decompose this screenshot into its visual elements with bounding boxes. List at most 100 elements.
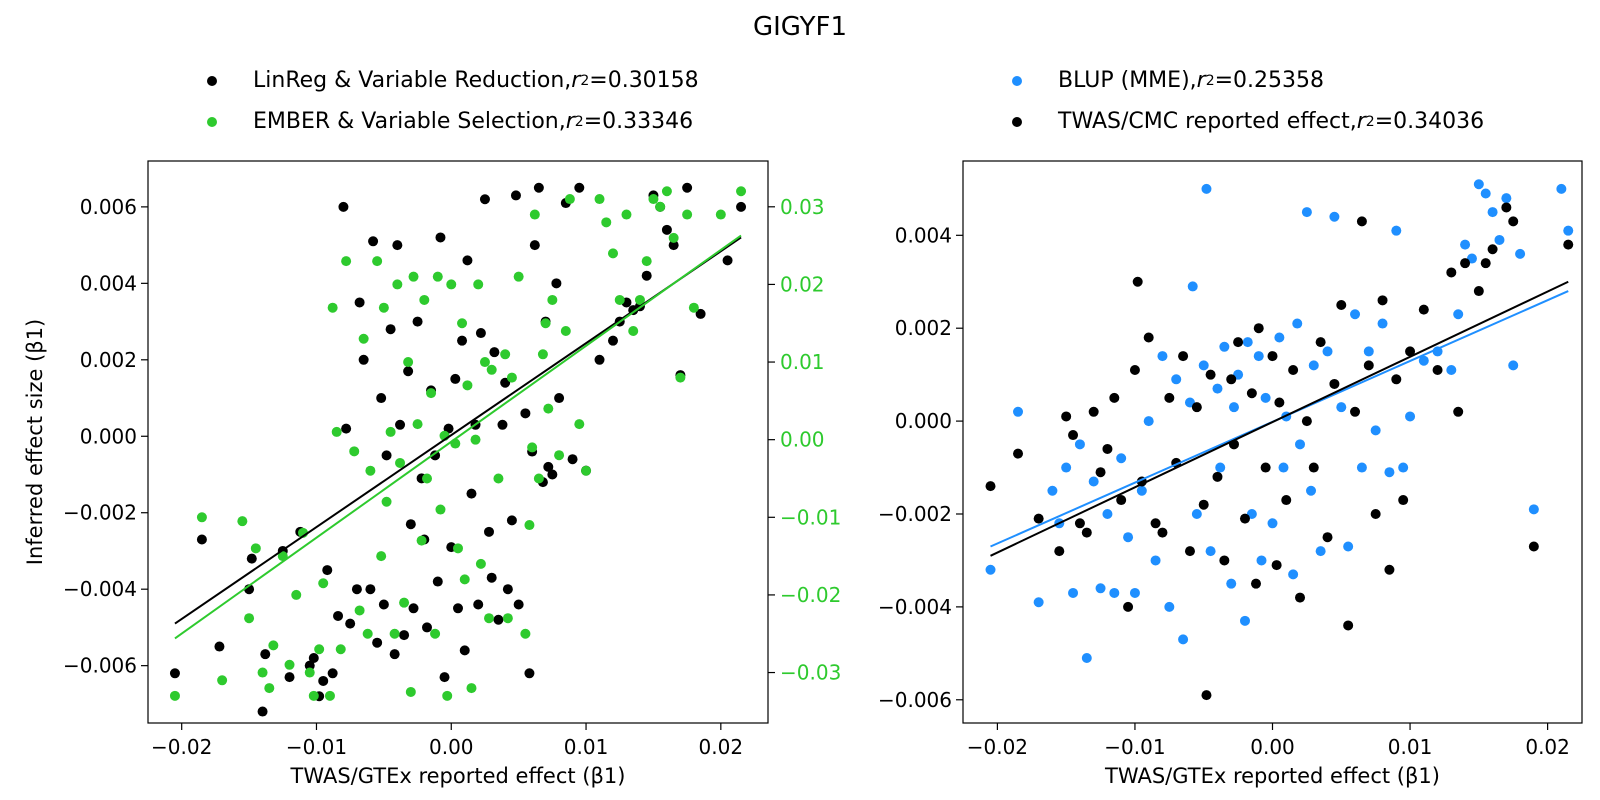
data-point — [567, 454, 578, 465]
data-point — [601, 217, 612, 228]
data-point — [459, 574, 470, 585]
data-point — [475, 558, 486, 569]
data-point — [1405, 346, 1416, 357]
y-tick-label: −0.002 — [878, 502, 952, 526]
data-point — [1418, 304, 1429, 315]
data-point — [655, 201, 666, 212]
data-point — [1363, 346, 1374, 357]
data-point — [574, 419, 585, 430]
data-point — [473, 599, 484, 610]
data-point — [985, 564, 996, 575]
data-point — [1274, 332, 1285, 343]
data-point — [1281, 495, 1292, 506]
data-point — [1068, 430, 1079, 441]
data-point — [351, 584, 362, 595]
legend-label-ember: EMBER & Variable Selection, — [253, 109, 566, 134]
data-point — [1129, 365, 1140, 376]
data-point — [1473, 179, 1484, 190]
data-point — [1219, 555, 1230, 566]
data-point — [1487, 207, 1498, 218]
data-point — [362, 628, 373, 639]
data-point — [1398, 495, 1409, 506]
data-point — [308, 690, 319, 701]
data-point — [392, 279, 403, 290]
data-point — [1260, 392, 1271, 403]
data-point — [378, 302, 389, 313]
series-ember-variable-selection — [169, 186, 747, 701]
data-point — [1054, 546, 1065, 557]
data-point — [661, 224, 672, 235]
data-point — [502, 613, 513, 624]
data-point — [1047, 485, 1058, 496]
y-right-tick-label: −0.01 — [780, 505, 841, 529]
data-point — [327, 302, 338, 313]
data-point — [1418, 355, 1429, 366]
data-point — [244, 613, 255, 624]
data-point — [214, 641, 225, 652]
data-point — [1308, 462, 1319, 473]
x-axis-label: TWAS/GTEx reported effect (β1) — [290, 764, 626, 788]
data-point — [1267, 518, 1278, 529]
x-tick-label: −0.02 — [151, 735, 212, 759]
data-point — [439, 672, 450, 683]
data-point — [1322, 346, 1333, 357]
data-point — [1329, 378, 1340, 389]
data-point — [1343, 541, 1354, 552]
data-point — [304, 667, 315, 678]
panel-1: −0.02 −0.01 0.00 0.01 0.02 −0.006 −0.004 −0.002… — [23, 160, 841, 788]
legend-left: LinReg & Variable Reduction, r 2 =0.30158 … — [205, 60, 699, 142]
data-point — [1164, 601, 1175, 612]
data-point — [1226, 374, 1237, 385]
data-point — [486, 572, 497, 583]
r2-symbol: r — [571, 68, 581, 93]
y-tick-label: 0.002 — [80, 348, 137, 372]
data-point — [1288, 569, 1299, 580]
y-right-tick-label: −0.02 — [780, 583, 841, 607]
data-point — [1116, 453, 1127, 464]
data-point — [1116, 495, 1127, 506]
data-point — [1295, 592, 1306, 603]
data-point — [1356, 462, 1367, 473]
data-point — [392, 240, 403, 251]
legend-item-linreg: LinReg & Variable Reduction, r 2 =0.30158 — [205, 60, 699, 101]
data-point — [554, 393, 565, 404]
data-point — [399, 630, 410, 641]
data-point — [1191, 402, 1202, 413]
data-point — [1250, 578, 1261, 589]
plot-frame — [962, 160, 1583, 724]
data-point — [564, 194, 575, 205]
data-point — [389, 628, 400, 639]
y-axis-label: Inferred effect size (β1) — [23, 319, 47, 565]
data-point — [675, 372, 686, 383]
data-point — [284, 659, 295, 670]
data-point — [196, 534, 207, 545]
data-point — [432, 576, 443, 587]
data-point — [381, 496, 392, 507]
data-point — [1205, 546, 1216, 557]
data-point — [506, 372, 517, 383]
data-point — [547, 294, 558, 305]
data-point — [1143, 416, 1154, 427]
data-point — [284, 672, 295, 683]
data-point — [260, 649, 271, 660]
data-point — [641, 270, 652, 281]
data-point — [484, 613, 494, 624]
data-point — [1171, 374, 1182, 385]
data-point — [1212, 471, 1223, 482]
r2-superscript: 2 — [1365, 113, 1375, 130]
data-point — [250, 543, 261, 554]
y-right-tick-label: 0.01 — [780, 350, 825, 374]
data-point — [314, 644, 325, 655]
data-point — [574, 182, 585, 193]
r2-superscript: 2 — [580, 72, 590, 89]
data-point — [331, 426, 342, 437]
data-point — [497, 419, 508, 430]
data-point — [457, 335, 468, 346]
data-point — [608, 248, 618, 259]
data-point — [529, 209, 540, 220]
data-point — [376, 551, 387, 562]
data-point — [1322, 532, 1333, 543]
data-point — [217, 675, 228, 686]
data-point — [533, 473, 544, 484]
data-point — [1191, 508, 1202, 519]
